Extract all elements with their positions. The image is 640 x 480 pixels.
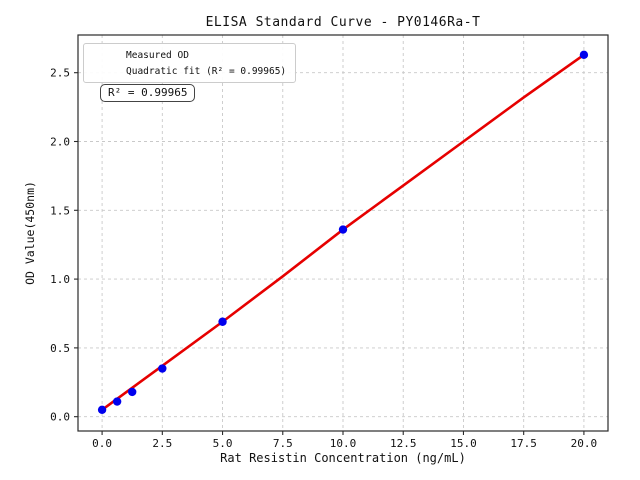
x-tick-label: 20.0	[571, 437, 598, 450]
x-tick-label: 10.0	[330, 437, 357, 450]
data-point	[158, 364, 167, 373]
chart-title: ELISA Standard Curve - PY0146Ra-T	[205, 15, 481, 30]
x-tick-label: 17.5	[510, 437, 537, 450]
data-point	[338, 225, 348, 234]
x-tick-label: 5.0	[213, 437, 233, 450]
legend-handle	[91, 70, 117, 73]
data-point	[112, 397, 122, 406]
x-tick-label: 15.0	[450, 437, 477, 450]
x-tick-label: 7.5	[273, 437, 293, 450]
x-axis-label: Rat Resistin Concentration (ng/mL)	[220, 451, 466, 465]
legend: Measured OD Quadratic fit (R² = 0.99965)	[83, 43, 297, 83]
data-point	[218, 317, 227, 326]
line-marker-icon	[91, 70, 117, 73]
y-tick-label: 2.0	[50, 135, 70, 148]
y-tick-label: 1.5	[50, 204, 70, 217]
y-tick-label: 2.5	[50, 67, 70, 80]
x-tick-label: 2.5	[152, 437, 172, 450]
scatter-marker-icon	[100, 51, 108, 59]
legend-item-measured-od: Measured OD	[91, 49, 286, 61]
data-point	[128, 387, 137, 397]
r-squared-annotation: R² = 0.99965	[100, 84, 196, 102]
y-tick-label: 0.0	[50, 411, 70, 424]
y-tick-label: 0.5	[50, 342, 70, 355]
x-tick-label: 0.0	[92, 437, 112, 450]
legend-handle	[91, 51, 117, 59]
data-point	[97, 405, 107, 415]
legend-item-quadratic-fit: Quadratic fit (R² = 0.99965)	[91, 65, 286, 77]
x-tick-label: 12.5	[390, 437, 417, 450]
data-point	[579, 50, 589, 60]
legend-label-quadratic-fit: Quadratic fit (R² = 0.99965)	[126, 65, 287, 77]
y-axis-label: OD Value(450nm)	[23, 181, 37, 285]
legend-label-measured-od: Measured OD	[126, 49, 189, 61]
y-tick-label: 1.0	[50, 273, 70, 286]
